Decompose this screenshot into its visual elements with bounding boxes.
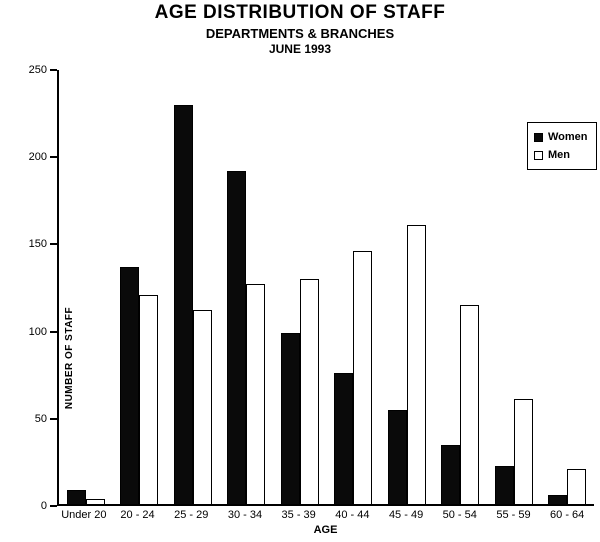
bar-women-50-54 [441,444,461,504]
bar-group-40-44 [327,251,381,504]
bar-men-20-24 [139,294,159,504]
bar-women-30-34 [227,170,247,504]
bar-group-55-59 [487,399,541,504]
bar-group-50-54 [434,305,488,504]
legend-label-men: Men [548,149,570,161]
chart-title: AGE DISTRIBUTION OF STAFF [154,2,446,23]
x-tick-label: 55 - 59 [496,509,531,521]
bar-women-20-24 [120,266,140,504]
chart-date-label: JUNE 1993 [268,42,332,56]
x-axis-title: AGE [313,524,338,536]
x-tick-label: 60 - 64 [550,509,585,521]
legend-swatch-women-icon [534,132,543,142]
bar-women-60-64 [548,495,568,504]
chart-subtitle: DEPARTMENTS & BRANCHES [205,26,395,41]
bar-men-55-59 [513,399,533,504]
x-tick-label: 35 - 39 [281,509,316,521]
y-tick-label: 200 [28,151,47,164]
bar-men-50-54 [460,305,480,504]
bar-women-40-44 [334,373,354,504]
legend-item-men: Men [534,146,590,164]
y-tick-label: 150 [28,238,47,251]
chart-header: AGE DISTRIBUTION OF STAFF DEPARTMENTS & … [0,2,600,56]
plot-area: NUMBER OF STAFF Women Men 0 50 100 150 200 25… [29,64,597,512]
y-tick-label: 250 [28,64,47,76]
x-tick-label: 20 - 24 [120,509,155,521]
bar-women-45-49 [387,409,407,504]
legend-label-women: Women [548,131,588,143]
bar-women-55-59 [494,465,514,504]
bar-men-25-29 [192,310,212,504]
bar-men-30-34 [246,284,266,504]
bar-group-35-39 [273,279,327,504]
x-tick-label: Under 20 [61,509,107,521]
y-tick-label: 0 [40,500,47,512]
legend-item-women: Women [534,128,590,146]
legend-swatch-men-icon [534,150,543,160]
x-tick-label: 50 - 54 [442,509,477,521]
bar-women-under-20 [66,490,86,504]
x-tick-label: 40 - 44 [335,509,370,521]
x-tick-labels: Under 20 20 - 24 25 - 29 30 - 34 35 - 39 40 -… [57,509,594,521]
x-tick-label: 25 - 29 [174,509,209,521]
bars-container [59,70,594,504]
x-tick-label: 45 - 49 [388,509,424,521]
bar-men-45-49 [406,224,426,504]
y-tick-mark [50,156,57,159]
bar-group-25-29 [166,104,220,504]
y-tick-mark [50,417,57,420]
bar-men-35-39 [299,279,319,504]
bar-men-under-20 [85,498,105,504]
bar-men-60-64 [567,469,587,504]
bar-group-20-24 [113,266,167,504]
bar-women-35-39 [280,333,300,504]
bar-group-under-20 [59,490,113,504]
bar-men-40-44 [353,251,373,504]
x-tick-label: 30 - 34 [227,509,263,521]
bar-group-60-64 [541,469,595,504]
bar-women-25-29 [173,104,193,504]
bar-group-30-34 [220,170,274,504]
y-tick-label: 100 [28,325,47,338]
y-tick-mark [50,505,57,507]
y-tick-mark [50,243,57,246]
y-tick-mark [50,69,57,71]
y-tick-mark [50,330,57,333]
bar-group-45-49 [380,224,434,504]
y-tick-label: 50 [34,412,47,425]
legend: Women Men [527,122,597,170]
